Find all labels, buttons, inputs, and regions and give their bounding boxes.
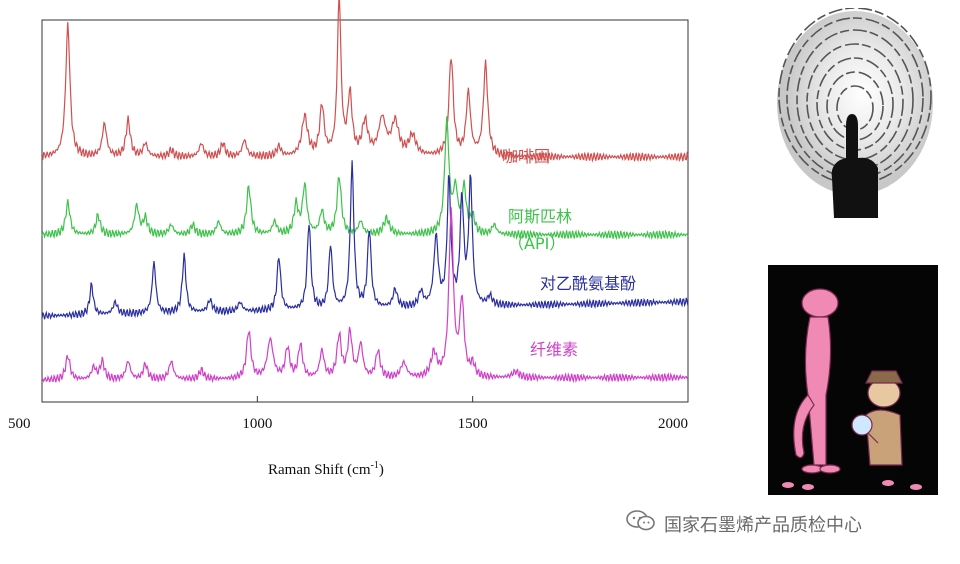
series-label-aspirin-api: （API） bbox=[508, 234, 565, 253]
x-axis-title: Raman Shift (cm-1) bbox=[268, 460, 384, 478]
x-tick-label: 2000 bbox=[658, 416, 688, 432]
series-label-cellulose: 纤维素 bbox=[530, 340, 578, 359]
watermark: 国家石墨烯产品质检中心 bbox=[626, 510, 862, 537]
plot-frame bbox=[41, 19, 689, 403]
series-line-2 bbox=[41, 116, 689, 241]
series-label-paracetamol: 对乙酰氨基酚 bbox=[540, 274, 636, 293]
series-line-3 bbox=[41, 160, 689, 321]
wechat-icon bbox=[626, 510, 656, 537]
x-tick-label: 1500 bbox=[458, 416, 488, 432]
series-line-1 bbox=[41, 0, 689, 163]
fingerprint-image bbox=[760, 7, 942, 220]
x-tick-label: 1000 bbox=[242, 416, 272, 432]
series-line-4 bbox=[41, 207, 689, 384]
cartoon-image bbox=[768, 265, 938, 495]
series-layer bbox=[41, 0, 689, 384]
x-tick-label: 500 bbox=[8, 416, 31, 432]
series-label-caffeine: 咖啡因 bbox=[502, 147, 550, 166]
x-ticks: 500 1000 1500 2000 bbox=[8, 396, 689, 432]
series-labels: 咖啡因 阿斯匹林 （API） 对乙酰氨基酚 纤维素 bbox=[502, 147, 636, 359]
watermark-text: 国家石墨烯产品质检中心 bbox=[664, 514, 862, 536]
series-label-aspirin: 阿斯匹林 bbox=[508, 207, 572, 226]
